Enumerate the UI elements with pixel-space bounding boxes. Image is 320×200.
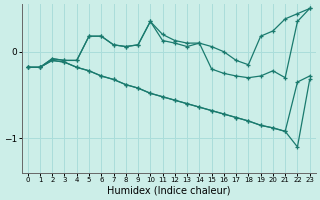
X-axis label: Humidex (Indice chaleur): Humidex (Indice chaleur) <box>107 186 230 196</box>
